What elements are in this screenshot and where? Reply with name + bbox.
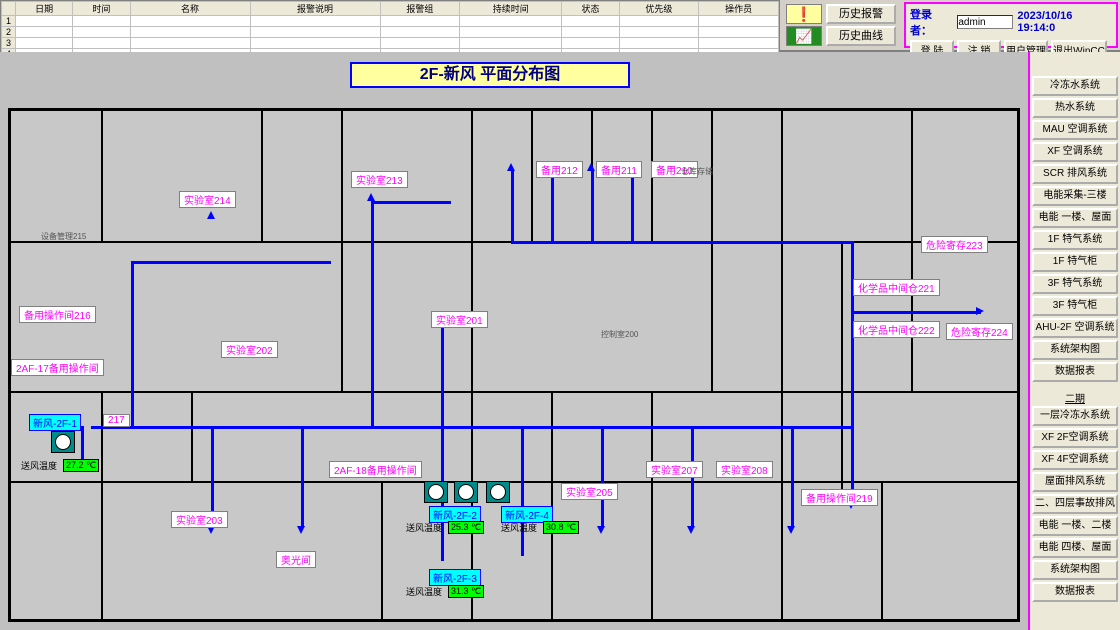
- room-sbgl: 设备管理215: [41, 231, 86, 242]
- ahu-xf1[interactable]: [51, 431, 75, 453]
- ahu-xf2[interactable]: [424, 481, 448, 503]
- room-217: 217: [103, 414, 130, 427]
- login-label: 登录者：: [910, 6, 953, 38]
- side2-btn-5[interactable]: 电能 一楼、二楼: [1032, 516, 1118, 536]
- trend-icon: 📈: [786, 26, 822, 46]
- room-219: 备用操作间219: [801, 489, 878, 506]
- history-alarm-button[interactable]: 历史报警: [826, 4, 896, 24]
- side-btn-3[interactable]: XF 空调系统: [1032, 142, 1118, 162]
- ahu-xf2b[interactable]: [454, 481, 478, 503]
- temp1-value: 27.2 ℃: [63, 459, 99, 472]
- side2-btn-0[interactable]: 一层冷冻水系统: [1032, 406, 1118, 426]
- room-202: 实验室202: [221, 341, 278, 358]
- room-ykj: 奥光间: [276, 551, 316, 568]
- sidebar-sep: 二期: [1032, 390, 1118, 404]
- room-201: 实验室201: [431, 311, 488, 328]
- alarm-table: 日期时间 名称报警说明 报警组持续时间 状态优先级操作员 1 2 3 4 5 6: [0, 0, 780, 50]
- side2-btn-1[interactable]: XF 2F空调系统: [1032, 428, 1118, 448]
- side2-btn-6[interactable]: 电能 四楼、屋面: [1032, 538, 1118, 558]
- room-214: 实验室214: [179, 191, 236, 208]
- side2-btn-8[interactable]: 数据报表: [1032, 582, 1118, 602]
- room-211: 备用211: [596, 161, 642, 178]
- side2-btn-3[interactable]: 屋面排风系统: [1032, 472, 1118, 492]
- room-ckcr: 仓库存储: [681, 166, 713, 177]
- building-outline: 实验室214 实验室213 备用212 备用211 备用210 备用操作间216…: [8, 108, 1020, 622]
- side2-btn-7[interactable]: 系统架构图: [1032, 560, 1118, 580]
- page-title: 2F-新风 平面分布图: [350, 62, 630, 88]
- room-221: 化学品中间仓221: [853, 279, 940, 296]
- ahu-xf4[interactable]: [486, 481, 510, 503]
- side-btn-2[interactable]: MAU 空调系统: [1032, 120, 1118, 140]
- side-btn-4[interactable]: SCR 排风系统: [1032, 164, 1118, 184]
- side-btn-13[interactable]: 数据报表: [1032, 362, 1118, 382]
- room-205: 实验室205: [561, 483, 618, 500]
- room-2af17: 2AF-17备用操作间: [11, 359, 104, 376]
- side-btn-0[interactable]: 冷冻水系统: [1032, 76, 1118, 96]
- room-223: 危险寄存223: [921, 236, 988, 253]
- side-btn-8[interactable]: 1F 特气柜: [1032, 252, 1118, 272]
- room-213: 实验室213: [351, 171, 408, 188]
- side-btn-6[interactable]: 电能 一楼、屋面: [1032, 208, 1118, 228]
- room-222: 化学品中间仓222: [853, 321, 940, 338]
- side-btn-9[interactable]: 3F 特气系统: [1032, 274, 1118, 294]
- temp2-label: 送风温度: [406, 521, 442, 534]
- side-btn-10[interactable]: 3F 特气柜: [1032, 296, 1118, 316]
- room-203: 实验室203: [171, 511, 228, 528]
- room-207: 实验室207: [646, 461, 703, 478]
- unit-xf1-label[interactable]: 新风-2F-1: [29, 414, 81, 431]
- room-208: 实验室208: [716, 461, 773, 478]
- side-btn-5[interactable]: 电能采集-三楼: [1032, 186, 1118, 206]
- side-btn-1[interactable]: 热水系统: [1032, 98, 1118, 118]
- login-user-input[interactable]: [957, 15, 1013, 29]
- login-panel: 登录者： 2023/10/16 19:14:0 登 陆 注 销 用户管理 退出W…: [904, 2, 1118, 48]
- warning-icon: ❗: [786, 4, 822, 24]
- side2-btn-4[interactable]: 二、四层事故排风: [1032, 494, 1118, 514]
- side2-btn-2[interactable]: XF 4F空调系统: [1032, 450, 1118, 470]
- room-216: 备用操作间216: [19, 306, 96, 323]
- temp3-label: 送风温度: [406, 585, 442, 598]
- temp2-value: 25.3 ℃: [448, 521, 484, 534]
- room-224: 危险寄存224: [946, 323, 1013, 340]
- temp1-label: 送风温度: [21, 459, 57, 472]
- room-kzs: 控制室200: [601, 329, 638, 340]
- temp4-label: 送风温度: [501, 521, 537, 534]
- datetime-display: 2023/10/16 19:14:0: [1017, 10, 1112, 34]
- room-212: 备用212: [536, 161, 583, 178]
- floor-plan: 2F-新风 平面分布图: [0, 52, 1028, 630]
- room-2af18: 2AF-18备用操作间: [329, 461, 422, 478]
- side-btn-7[interactable]: 1F 特气系统: [1032, 230, 1118, 250]
- side-btn-11[interactable]: AHU-2F 空调系统: [1032, 318, 1118, 338]
- history-curve-button[interactable]: 历史曲线: [826, 26, 896, 46]
- unit-xf3-label[interactable]: 新风-2F-3: [429, 569, 481, 586]
- temp4-value: 30.8 ℃: [543, 521, 579, 534]
- side-btn-12[interactable]: 系统架构图: [1032, 340, 1118, 360]
- sidebar: 冷冻水系统 热水系统 MAU 空调系统 XF 空调系统 SCR 排风系统 电能采…: [1028, 52, 1120, 630]
- temp3-value: 31.3 ℃: [448, 585, 484, 598]
